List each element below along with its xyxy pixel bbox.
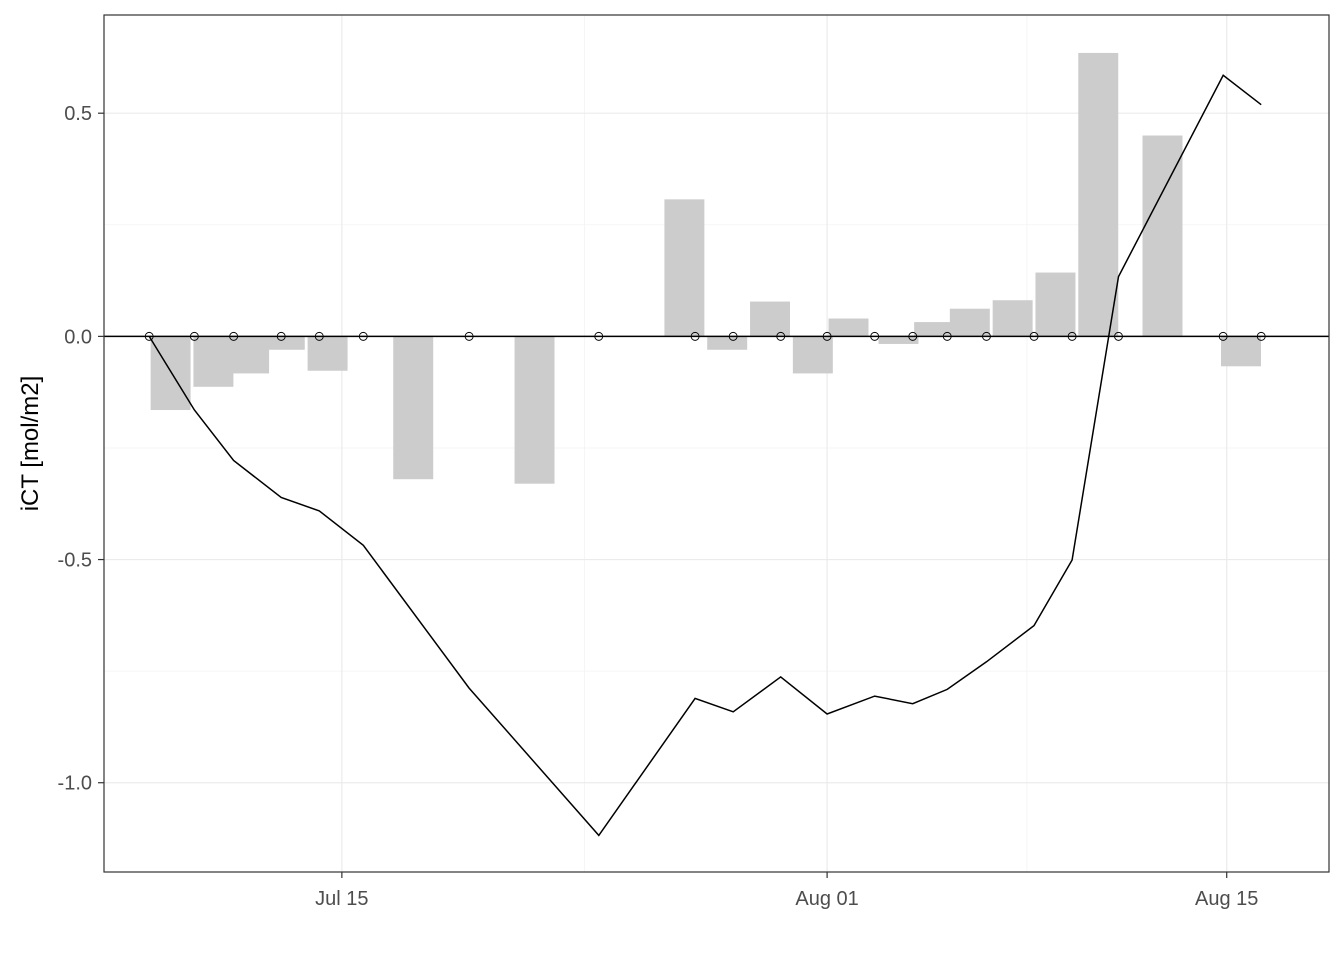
data-point — [144, 331, 154, 341]
x-tick-label: Aug 01 — [795, 888, 858, 910]
data-point — [1256, 331, 1266, 341]
data-point — [1218, 331, 1228, 341]
data-point — [358, 331, 368, 341]
panel-border — [103, 14, 1330, 873]
bar — [828, 318, 869, 337]
data-point — [1114, 331, 1123, 341]
bar — [1078, 52, 1119, 337]
y-tick-label: -1.0 — [58, 773, 92, 795]
bar — [264, 336, 305, 350]
bar — [307, 336, 348, 371]
bar — [1035, 272, 1076, 337]
data-point — [1067, 331, 1077, 341]
bar — [792, 336, 833, 374]
x-axis: Jul 15 Aug 01 Aug 15 — [315, 872, 1258, 910]
data-point — [908, 331, 918, 341]
data-point — [229, 331, 239, 341]
data-point — [776, 331, 786, 341]
point-series — [144, 331, 1266, 341]
y-axis: 0.5 0.0 -0.5 -1.0 — [58, 103, 104, 795]
bar — [1142, 135, 1183, 337]
data-point — [728, 331, 738, 341]
grid-minor — [104, 15, 1329, 872]
bar-series — [150, 52, 1261, 484]
x-tick-label: Aug 15 — [1195, 888, 1258, 910]
data-point — [464, 331, 474, 341]
data-point — [870, 331, 880, 341]
data-point — [690, 331, 700, 341]
bar — [878, 336, 919, 344]
bar — [949, 308, 990, 337]
y-tick-label: 0.5 — [64, 103, 92, 125]
x-tick-label: Jul 15 — [315, 888, 368, 910]
bar — [1221, 336, 1261, 367]
bar — [393, 336, 434, 480]
bar — [707, 336, 748, 350]
y-axis-title: iCT [mol/m2] — [17, 376, 44, 512]
y-tick-label: 0.0 — [64, 326, 92, 348]
data-point — [314, 331, 324, 341]
data-point — [276, 331, 286, 341]
bar — [664, 199, 705, 337]
cumulative-line — [148, 74, 1262, 837]
bar — [750, 301, 790, 337]
data-point — [189, 331, 199, 341]
data-point — [1029, 331, 1039, 341]
bar — [992, 300, 1033, 337]
bar — [914, 322, 955, 337]
data-point — [982, 331, 991, 341]
data-point — [942, 331, 952, 341]
bar — [514, 336, 555, 484]
y-tick-label: -0.5 — [58, 550, 92, 572]
data-point — [822, 331, 832, 341]
data-point — [594, 331, 604, 341]
bar — [193, 336, 234, 387]
bar — [229, 336, 270, 374]
